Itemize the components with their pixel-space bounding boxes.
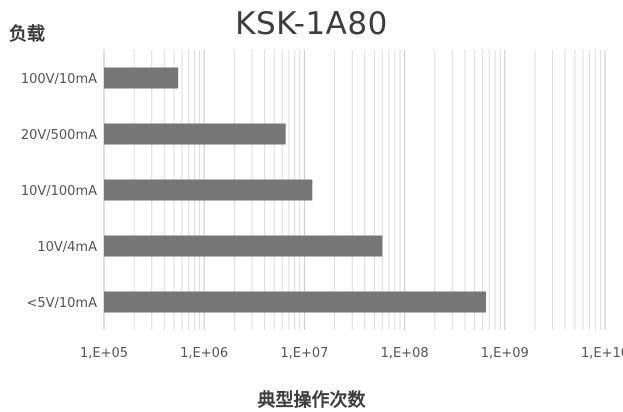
y-axis-title: 负载 <box>9 24 45 45</box>
category-label: 20V/500mA <box>21 128 97 143</box>
x-tick-label: 1,E+06 <box>180 346 228 361</box>
x-tick-label: 1,E+10 <box>581 346 623 361</box>
bar <box>104 291 487 313</box>
bar <box>104 179 313 201</box>
x-tick-label: 1,E+09 <box>481 346 529 361</box>
bars <box>104 67 487 313</box>
x-tick-label: 1,E+05 <box>80 346 128 361</box>
category-label: 10V/4mA <box>37 240 97 255</box>
bar <box>104 123 286 145</box>
x-axis-title: 典型操作次数 <box>257 390 366 411</box>
bar <box>104 235 383 257</box>
category-label: 10V/100mA <box>21 184 97 199</box>
bar <box>104 67 179 89</box>
x-tick-labels: 1,E+05 1,E+06 1,E+07 1,E+08 1,E+09 1,E+10 <box>80 346 623 361</box>
category-labels: 100V/10mA 20V/500mA 10V/100mA 10V/4mA <5V/10… <box>21 72 97 311</box>
x-tick-label: 1,E+07 <box>280 346 328 361</box>
category-label: 100V/10mA <box>21 72 97 87</box>
chart-title: KSK-1A80 <box>235 6 388 42</box>
category-label: <5V/10mA <box>26 296 97 311</box>
x-tick-label: 1,E+08 <box>381 346 429 361</box>
